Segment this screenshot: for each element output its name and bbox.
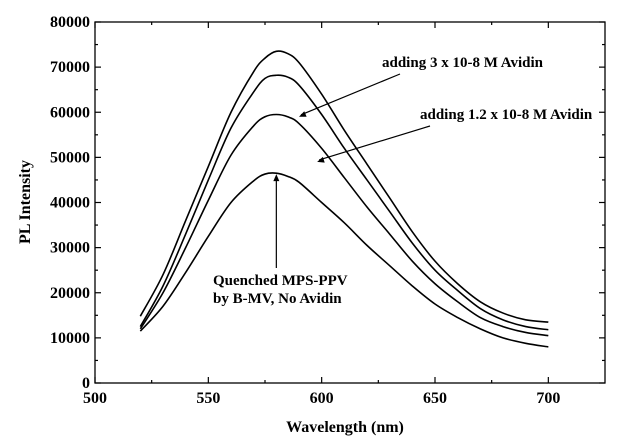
annotation-arrow-1 bbox=[300, 73, 401, 116]
annotation-arrowhead-2 bbox=[317, 156, 325, 163]
x-tick-label: 500 bbox=[83, 390, 107, 407]
y-tick-label: 70000 bbox=[50, 59, 90, 76]
x-tick-label: 550 bbox=[196, 390, 220, 407]
y-tick-label: 60000 bbox=[50, 104, 90, 121]
series-line-3 bbox=[139, 113, 549, 337]
x-tick-label: 600 bbox=[310, 390, 334, 407]
y-tick-label: 10000 bbox=[50, 330, 90, 347]
y-tick-label: 40000 bbox=[50, 195, 90, 212]
y-tick-label: 80000 bbox=[50, 14, 90, 31]
annotation-group: adding 3 x 10-8 M Avidin adding 1.2 x 10-… bbox=[213, 55, 593, 307]
y-axis-title: PL Intensity bbox=[17, 160, 34, 244]
annotation-arrowhead-3 bbox=[273, 174, 280, 182]
series-line-2 bbox=[139, 74, 549, 331]
series-group bbox=[139, 50, 549, 348]
x-axis-title: Wavelength (nm) bbox=[286, 419, 404, 436]
x-tick-label: 700 bbox=[536, 390, 560, 407]
annotation-arrowhead-1 bbox=[299, 111, 307, 117]
series-line-1 bbox=[139, 50, 549, 323]
y-tick-label: 30000 bbox=[50, 240, 90, 257]
y-axis: 0 10000 20000 30000 40000 50000 60000 70000 8000… bbox=[50, 14, 605, 392]
x-axis: 500 550 600 650 700 bbox=[83, 22, 560, 407]
y-tick-label: 0 bbox=[82, 375, 90, 392]
x-tick-label: 650 bbox=[423, 390, 447, 407]
plot-frame bbox=[94, 21, 606, 384]
y-tick-label: 20000 bbox=[50, 285, 90, 302]
annotation-label-3-line2: by B-MV, No Avidin bbox=[213, 291, 342, 307]
annotation-label-2: adding 1.2 x 10-8 M Avidin bbox=[420, 107, 593, 123]
annotation-label-3-line1: Quenched MPS-PPV bbox=[213, 273, 348, 289]
y-tick-label: 50000 bbox=[50, 149, 90, 166]
annotation-label-1: adding 3 x 10-8 M Avidin bbox=[382, 55, 544, 71]
series-line-4 bbox=[139, 172, 549, 348]
annotation-arrow-2 bbox=[318, 125, 431, 161]
